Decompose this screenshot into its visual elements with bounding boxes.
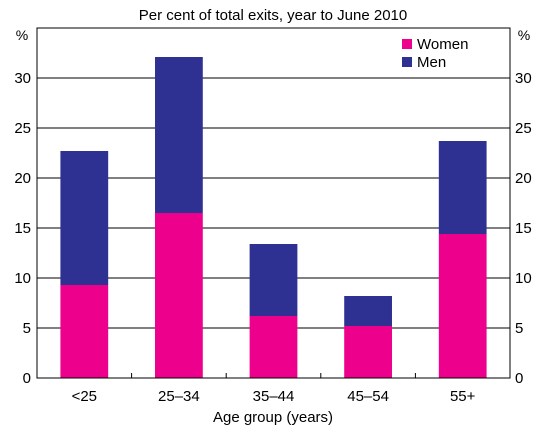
y-tick-label-left: 30 — [14, 70, 31, 87]
y-tick-label-left: 15 — [14, 220, 31, 237]
bar-men — [155, 57, 203, 213]
bar-women — [155, 213, 203, 378]
right-y-axis: 0 5 10 15 20 25 30 — [515, 70, 532, 387]
x-tick-label: 45–54 — [347, 388, 389, 405]
x-tick-label: <25 — [72, 388, 97, 405]
plot-frame — [36, 27, 511, 379]
y-tick-label-left: 5 — [23, 320, 31, 337]
x-axis-title: Age group (years) — [213, 409, 333, 426]
bar-women — [249, 316, 298, 378]
y-axis-unit-left: % — [16, 27, 28, 43]
y-tick-label-left: 25 — [14, 120, 31, 137]
y-tick-label-right: 25 — [515, 120, 532, 137]
bar-women — [438, 234, 487, 378]
y-tick-label-left: 10 — [14, 270, 31, 287]
legend-swatch-women — [402, 39, 412, 49]
x-tick-label: 35–44 — [253, 388, 295, 405]
chart-subtitle: Per cent of total exits, year to June 20… — [139, 7, 408, 24]
y-tick-label-right: 5 — [515, 320, 523, 337]
tick-marks — [37, 77, 510, 379]
y-tick-label-left: 0 — [23, 370, 31, 387]
bar-women — [60, 285, 109, 378]
y-tick-label-right: 15 — [515, 220, 532, 237]
y-tick-label-right: 20 — [515, 170, 532, 187]
y-tick-label-right: 0 — [515, 370, 523, 387]
legend-label-men: Men — [417, 54, 446, 71]
bar-men — [344, 296, 392, 326]
y-tick-label-right: 10 — [515, 270, 532, 287]
x-tick-label: 25–34 — [158, 388, 200, 405]
legend-label-women: Women — [417, 36, 468, 53]
bar-men — [438, 141, 487, 234]
y-axis-unit-right: % — [518, 27, 530, 43]
left-y-axis: 0 5 10 15 20 25 30 — [14, 70, 31, 387]
bars — [60, 57, 487, 378]
bar-men — [60, 151, 109, 285]
gridlines — [37, 77, 510, 329]
x-tick-label: 55+ — [450, 388, 476, 405]
y-tick-label-left: 20 — [14, 170, 31, 187]
bar-men — [249, 244, 298, 316]
legend-swatch-men — [402, 57, 412, 67]
x-axis-labels: <25 25–34 35–44 45–54 55+ — [72, 388, 476, 405]
y-tick-label-right: 30 — [515, 70, 532, 87]
bar-women — [344, 326, 392, 378]
